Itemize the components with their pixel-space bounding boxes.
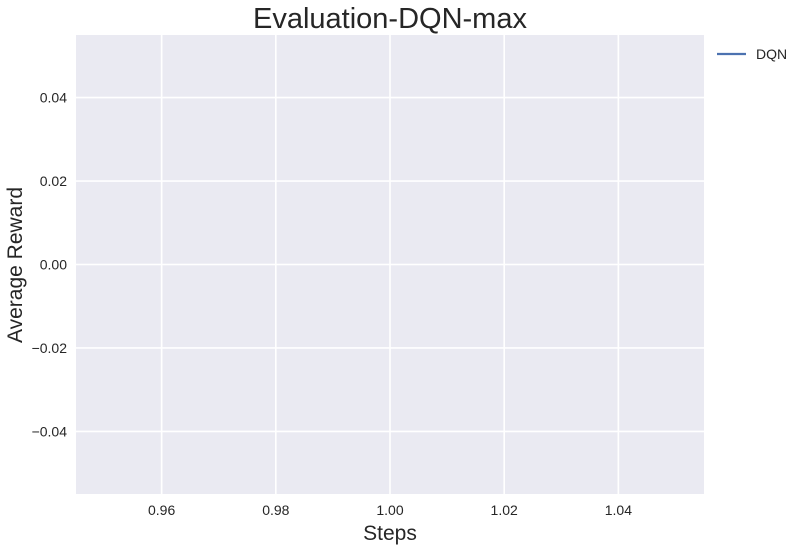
y-tick-label: 0.02 [40,173,67,189]
y-tick-label: 0.00 [40,257,67,273]
chart-title: Evaluation-DQN-max [253,3,527,35]
x-tick-label: 1.04 [605,502,632,518]
x-tick-label: 1.02 [491,502,518,518]
y-tick-label: −0.04 [32,423,68,439]
legend: DQN [717,46,787,62]
y-tick-label: 0.04 [40,90,67,106]
y-tick-label: −0.02 [32,340,68,356]
x-tick-label: 1.00 [376,502,403,518]
x-tick-label: 0.96 [148,502,175,518]
x-tick-labels: 0.96 0.98 1.00 1.02 1.04 [148,502,632,518]
x-tick-label: 0.98 [262,502,289,518]
y-axis-label: Average Reward [4,187,27,343]
x-axis-label: Steps [363,522,417,545]
y-tick-labels: 0.04 0.02 0.00 −0.02 −0.04 [32,90,68,440]
y-gridlines [76,96,704,433]
legend-label: DQN [756,46,787,62]
